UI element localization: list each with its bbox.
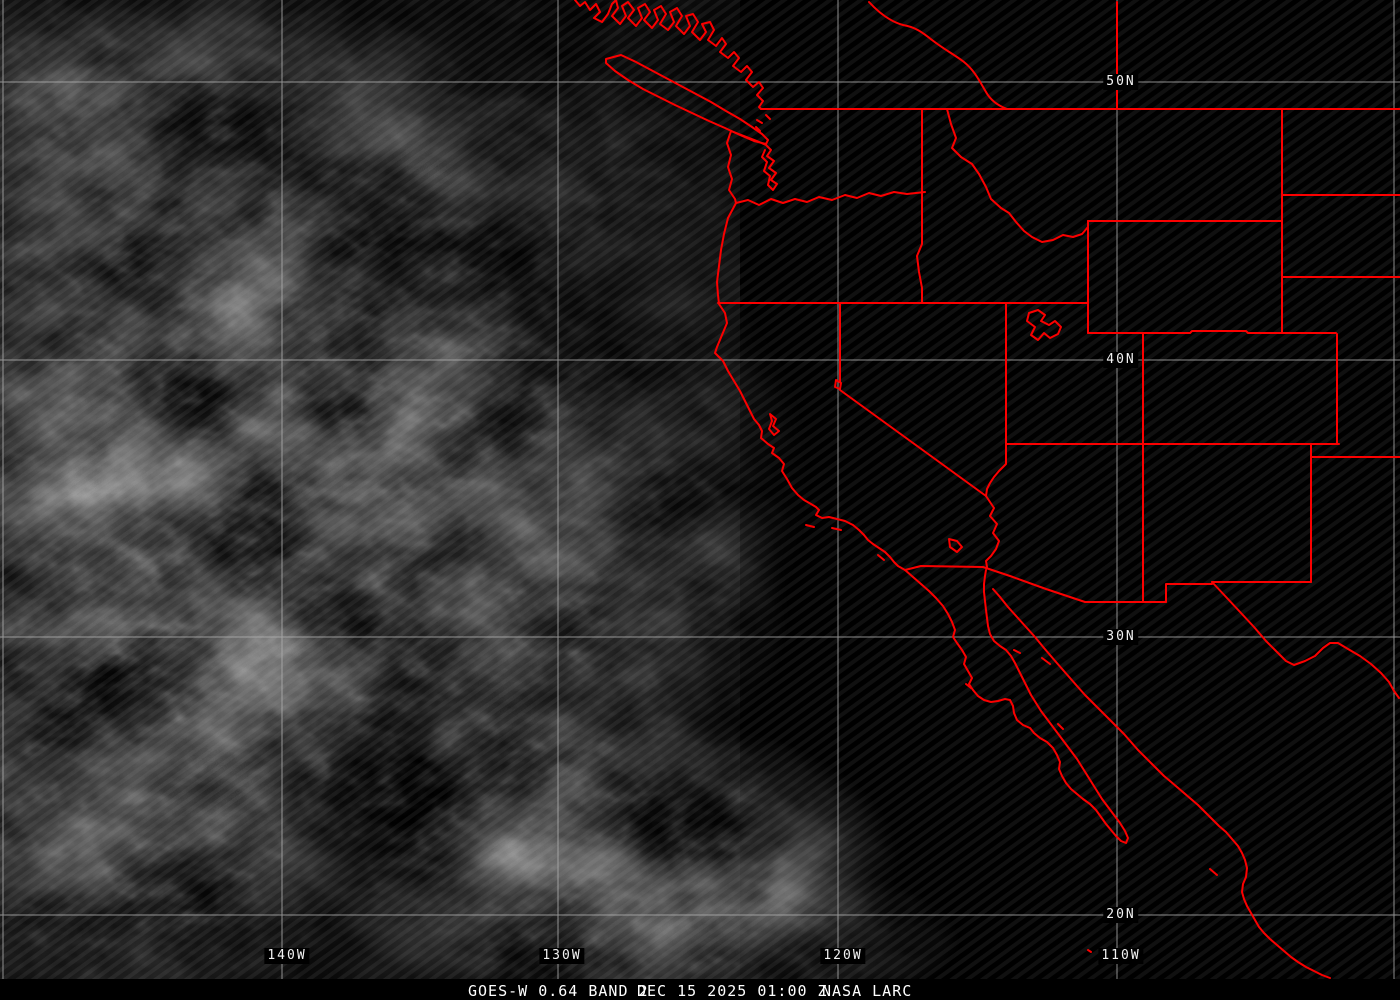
caption-instrument: GOES-W 0.64 BAND 2 (468, 982, 649, 1000)
border-bc-ab-divide (868, 1, 1008, 110)
rio-grande (1211, 581, 1400, 699)
caption-credit: NASA LARC (822, 982, 913, 1000)
caption-datetime: DEC 15 2025 01:00 Z (637, 982, 828, 1000)
lat-label-50n: 50N (1103, 74, 1139, 90)
border-us-mexico (904, 565, 1167, 603)
caption-bar: GOES-W 0.64 BAND 2 DEC 15 2025 01:00 Z N… (0, 979, 1400, 1000)
coast-bc-fjords (574, 0, 764, 110)
lon-label-140w: 140W (264, 948, 310, 964)
border-nm-bootheel (1165, 583, 1213, 603)
coast-vancouver-island (605, 54, 769, 145)
colorado-river (985, 495, 1000, 568)
latlon-grid (0, 0, 1400, 979)
coast-baja-california (904, 569, 1129, 844)
border-wa-id (916, 108, 923, 304)
channel-islands (805, 524, 885, 561)
san-francisco-bay (768, 413, 780, 436)
lat-label-20n: 20N (1103, 907, 1139, 923)
lake-tahoe (834, 379, 842, 390)
coast-washington (726, 130, 737, 204)
puget-sound (730, 130, 778, 191)
lon-label-130w: 130W (539, 948, 585, 964)
lat-label-30n: 30N (1103, 629, 1139, 645)
columbia-river (735, 191, 926, 206)
border-id-mt (946, 108, 1089, 243)
lat-label-40n: 40N (1103, 352, 1139, 368)
gulf-islands (965, 649, 1218, 953)
lon-label-120w: 120W (820, 948, 866, 964)
san-juan-islands (755, 114, 771, 132)
border-ca-nv-diagonal (839, 389, 987, 497)
border-41n (1087, 330, 1337, 334)
lon-label-110w: 110W (1098, 948, 1144, 964)
coast-oregon-california (714, 202, 906, 571)
border-nv-az (985, 443, 1007, 497)
salton-sea (948, 538, 963, 553)
coast-mexico-mainland (992, 588, 1331, 979)
map-overlay (574, 0, 1400, 979)
cloud-field (0, 0, 1400, 979)
great-salt-lake (1026, 309, 1062, 341)
